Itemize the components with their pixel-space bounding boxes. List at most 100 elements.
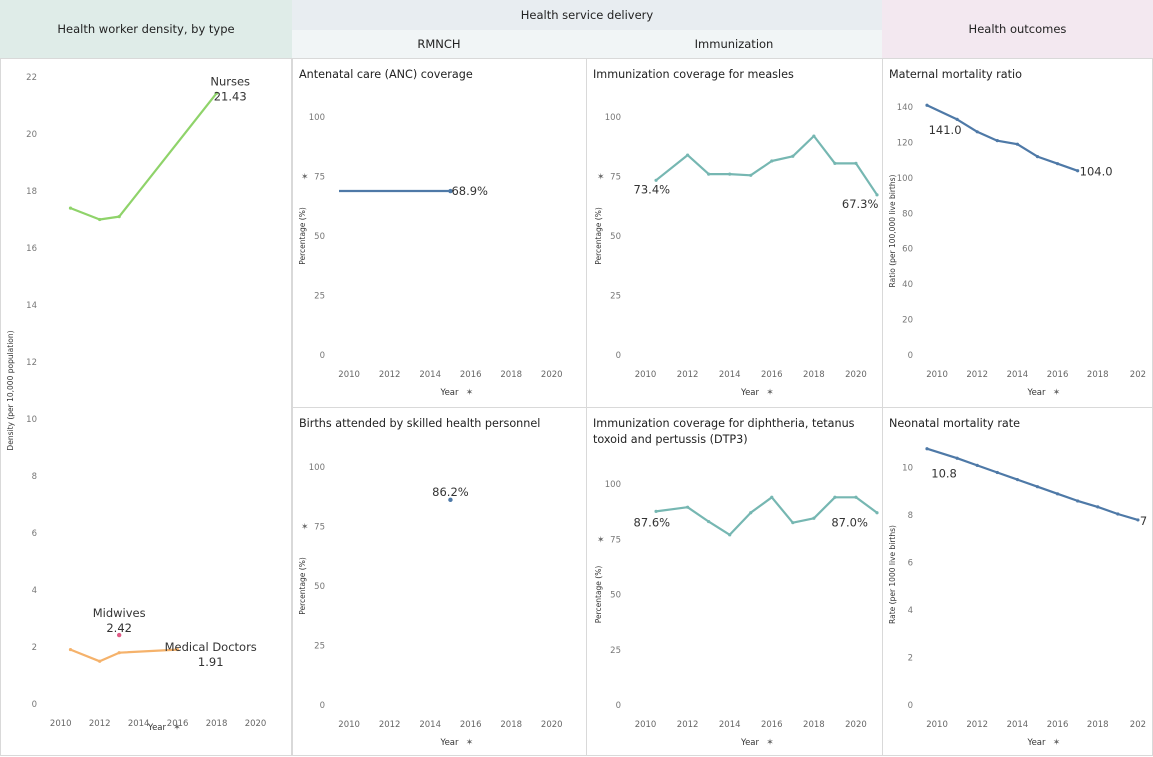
header-immunization: Immunization: [586, 30, 882, 58]
births-xtick-label: 2018: [500, 720, 522, 730]
dtp3-plot: [654, 495, 879, 537]
chart-measles: 0 25 50 75 100 2010 2012 2014 2016 2018 2020 Year ✶ P…: [594, 113, 879, 398]
births-xtick-label: 2010: [338, 720, 360, 730]
dtp3-xtick-label: 2018: [803, 720, 825, 730]
measles-series-0-point: [728, 172, 732, 176]
nmr-xtick-label: 2012: [966, 720, 988, 730]
anc-ylabel: Percentage (%): [298, 207, 307, 265]
panel-anc: Antenatal care (ANC) coverage 0 25 50 75 100…: [292, 58, 587, 408]
mmr-series-0-point: [975, 130, 979, 134]
mmr-xtick-label: 202: [1130, 370, 1146, 380]
mmr-ytick-label: 120: [897, 138, 913, 148]
mmr-series-0-point: [1015, 142, 1019, 146]
density-ytick-label: 8: [32, 472, 37, 482]
dtp3-series-0-point: [812, 516, 816, 520]
dtp3-series-0-data-label: 87.0%: [831, 516, 868, 530]
mmr-ytick-label: 20: [902, 316, 913, 326]
panel-births: Births attended by skilled health person…: [292, 407, 587, 756]
births-xtick-label: 2012: [379, 720, 401, 730]
density-xtick-label: 2016: [167, 719, 189, 729]
measles-series-0-point: [791, 154, 795, 158]
anc-xlabel: Year: [440, 388, 460, 398]
nmr-series-0-point: [1096, 505, 1100, 509]
nmr-ytick-label: 4: [908, 606, 913, 616]
mmr-xlabel: Year: [1027, 388, 1047, 398]
density-ytick-label: 10: [26, 415, 37, 425]
header-immunization-label: Immunization: [694, 37, 774, 51]
nmr-series-0-point: [1015, 477, 1019, 482]
header-delivery-label: Health service delivery: [520, 8, 654, 22]
dtp3-series-0-point: [707, 519, 711, 524]
nmr-series-0-point: [1116, 512, 1120, 516]
dtp3-series-0-point: [749, 511, 753, 515]
chart-nmr: 0 2 4 6 8 10 2010 2012 2014 2016 2018 202 Year ✶ Rate …: [888, 447, 1147, 748]
nmr-series-0-point: [975, 463, 979, 467]
dtp3-xtick-label: 2016: [761, 720, 783, 730]
nmr-series-0-point: [925, 447, 929, 451]
panel-mmr: Maternal mortality ratio 0 20 40 60 80 100 120…: [882, 58, 1153, 408]
nmr-title: Neonatal mortality rate: [889, 417, 1021, 430]
births-ytick-label: 75: [314, 523, 325, 533]
births-ylabel-pin-icon: ✶: [301, 523, 309, 533]
mmr-ytick-label: 60: [902, 245, 913, 255]
measles-plot: [654, 134, 879, 197]
measles-series-0-point: [654, 178, 658, 182]
mmr-ytick-label: 0: [908, 351, 913, 361]
measles-series-0-point: [686, 153, 690, 157]
measles-xlabel-pin-icon: ✶: [766, 388, 774, 398]
births-ytick-label: 0: [320, 701, 325, 711]
chart-dtp3: 0 25 50 75 100 2010 2012 2014 2016 2018 2020 Year ✶ P…: [594, 480, 879, 748]
measles-ytick-label: 0: [616, 351, 621, 361]
nmr-xtick-label: 2014: [1007, 720, 1029, 730]
header-density-label: Health worker density, by type: [57, 22, 235, 36]
measles-series-0-data-label: 67.3%: [842, 197, 879, 211]
header-outcomes: Health outcomes: [882, 0, 1153, 58]
mmr-series-0-point: [1076, 169, 1080, 173]
anc-xtick-label: 2020: [541, 370, 563, 380]
nmr-series-0-data-label: 10.8: [931, 467, 957, 481]
dtp3-ytick-label: 100: [605, 480, 621, 490]
mmr-series-0-point: [955, 117, 959, 121]
density-series-nurses-point: [68, 206, 73, 210]
density-xtick-label: 2012: [89, 719, 111, 729]
measles-xlabel: Year: [740, 388, 760, 398]
panel-nmr: Neonatal mortality rate 0 2 4 6 8 10 2010 2012 2…: [882, 407, 1153, 756]
nmr-ytick-label: 0: [908, 701, 913, 711]
density-ylabel: Density (per 10,000 population): [6, 330, 15, 450]
nmr-plot: [925, 447, 1140, 522]
measles-xtick-label: 2010: [635, 370, 657, 380]
nmr-ytick-label: 8: [908, 511, 913, 521]
density-xtick-label: 2020: [245, 719, 267, 729]
nmr-series-0-point: [995, 470, 999, 475]
nmr-ytick-label: 2: [908, 654, 913, 664]
dtp3-series-0-point: [728, 533, 732, 537]
nmr-xtick-label: 2018: [1087, 720, 1109, 730]
mmr-xtick-label: 2012: [966, 370, 988, 380]
nmr-ytick-label: 6: [908, 559, 913, 569]
density-ytick-label: 14: [26, 301, 37, 311]
anc-ytick-label: 0: [320, 351, 325, 361]
anc-series-0-data-label: 68.9%: [451, 184, 488, 198]
panel-dtp3: Immunization coverage for diphtheria, te…: [586, 407, 883, 756]
mmr-ytick-label: 40: [902, 280, 913, 290]
density-xtick-label: 2018: [206, 719, 228, 729]
dtp3-xtick-label: 2010: [635, 720, 657, 730]
density-series-midwives-point: [116, 632, 122, 638]
births-xtick-label: 2020: [541, 720, 563, 730]
density-series-medical-doctors-point: [176, 647, 180, 652]
measles-xtick-label: 2012: [677, 370, 699, 380]
anc-plot: [339, 188, 453, 194]
measles-ytick-label: 25: [610, 292, 621, 302]
anc-xtick-label: 2014: [419, 370, 441, 380]
dtp3-ytick-label: 75: [610, 535, 621, 545]
mmr-ylabel: Ratio (per 100,000 live births): [888, 174, 897, 287]
panel-measles: Immunization coverage for measles 0 25 50 7…: [586, 58, 883, 408]
measles-series-0-point: [812, 134, 816, 138]
mmr-series-0-point: [925, 103, 929, 107]
nmr-xlabel: Year: [1027, 738, 1047, 748]
density-ytick-label: 20: [26, 130, 37, 140]
measles-series-0-point: [770, 159, 774, 163]
chart-mmr: 0 20 40 60 80 100 120 140 2010 2012 2014 2016 2018 20…: [888, 103, 1146, 398]
density-ytick-label: 22: [26, 73, 37, 83]
density-xtick-label: 2014: [128, 719, 150, 729]
